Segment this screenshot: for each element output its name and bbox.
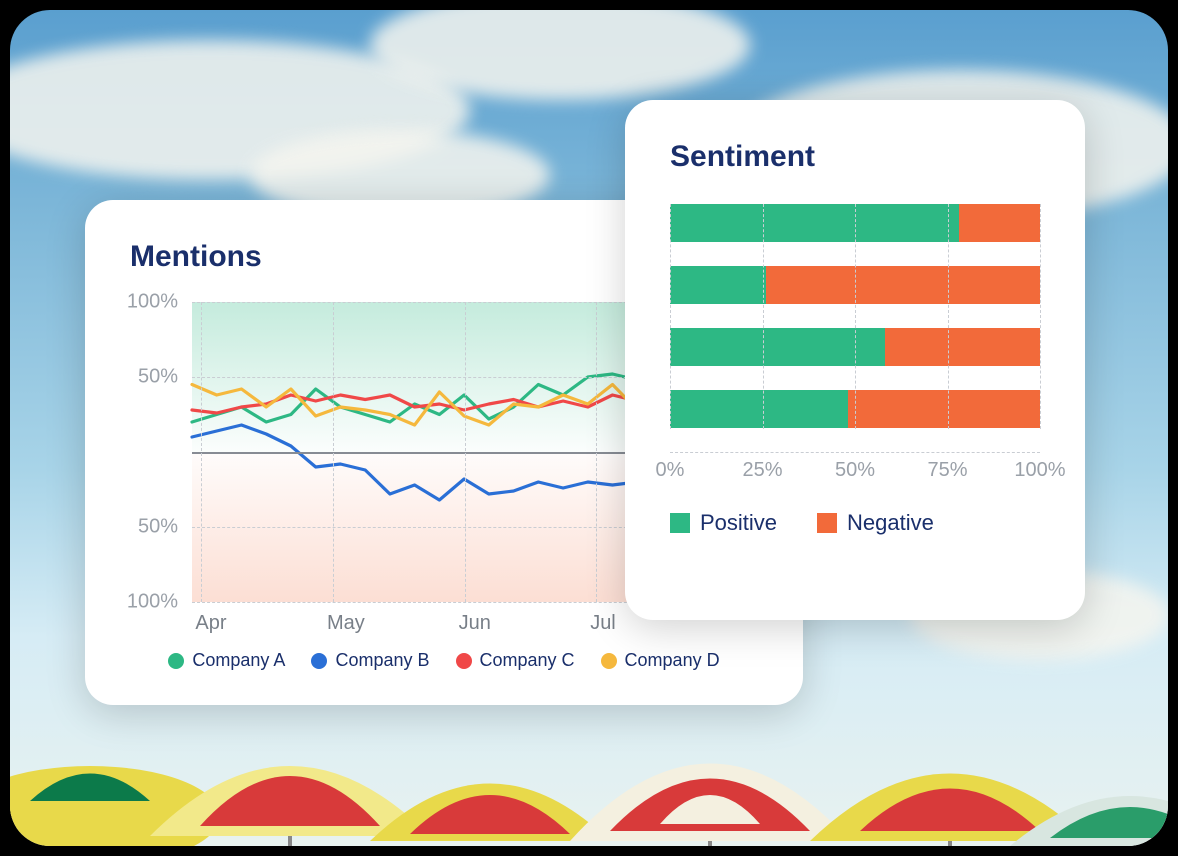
mentions-vgrid [596,302,597,602]
sentiment-legend-item: Negative [817,510,934,536]
mentions-legend-item: Company A [168,650,285,671]
legend-label: Positive [700,510,777,536]
sentiment-x-label: 50% [835,459,875,482]
mentions-y-label: 50% [138,366,192,389]
legend-dot-icon [311,653,327,669]
legend-label: Company A [192,650,285,671]
legend-dot-icon [168,653,184,669]
mentions-gridline [192,377,662,378]
mentions-x-label: Apr [195,602,226,635]
sentiment-negative-segment [959,204,1040,242]
sentiment-gridline [948,204,949,429]
mentions-legend-item: Company B [311,650,429,671]
sentiment-title: Sentiment [670,140,1040,174]
sentiment-x-label: 0% [656,459,685,482]
sentiment-negative-segment [766,266,1040,304]
mentions-x-label: Jun [459,602,491,635]
mentions-vgrid [333,302,334,602]
sentiment-positive-segment [670,266,766,304]
mentions-chart: 100%50%50%100%AprMayJunJul [192,302,662,602]
sentiment-x-label: 25% [742,459,782,482]
sentiment-x-label: 100% [1014,459,1065,482]
sentiment-gridline [763,204,764,429]
sentiment-bars [670,204,1040,428]
sentiment-legend-item: Positive [670,510,777,536]
sentiment-gridline [855,204,856,429]
sentiment-gridline [1040,204,1041,429]
sentiment-negative-segment [848,390,1040,428]
mentions-series-line [192,425,662,500]
mentions-y-label: 100% [127,291,192,314]
legend-label: Company C [480,650,575,671]
sentiment-gridline [670,204,671,429]
mentions-legend: Company A Company B Company C Company D [130,650,758,671]
sentiment-x-label: 75% [927,459,967,482]
legend-label: Company B [335,650,429,671]
legend-label: Negative [847,510,934,536]
sentiment-card: Sentiment 0% 25% 50% 75% 100% Positive Negati… [625,100,1085,620]
sentiment-positive-segment [670,390,848,428]
mentions-vgrid [465,302,466,602]
legend-square-icon [817,513,837,533]
sentiment-axis: 0%25%50%75%100% [670,452,1040,482]
sentiment-positive-segment [670,204,959,242]
mentions-legend-item: Company D [601,650,720,671]
sentiment-legend: Positive Negative [670,510,1040,536]
legend-dot-icon [601,653,617,669]
legend-label: Company D [625,650,720,671]
legend-square-icon [670,513,690,533]
mentions-x-label: May [327,602,365,635]
mentions-y-label: 50% [138,516,192,539]
mentions-gridline [192,302,662,303]
mentions-legend-item: Company C [456,650,575,671]
mentions-vgrid [201,302,202,602]
sentiment-negative-segment [885,328,1040,366]
legend-dot-icon [456,653,472,669]
mentions-y-label: 100% [127,591,192,614]
mentions-gridline [192,527,662,528]
mentions-gridline [192,452,662,454]
sentiment-positive-segment [670,328,885,366]
mentions-x-label: Jul [590,602,616,635]
